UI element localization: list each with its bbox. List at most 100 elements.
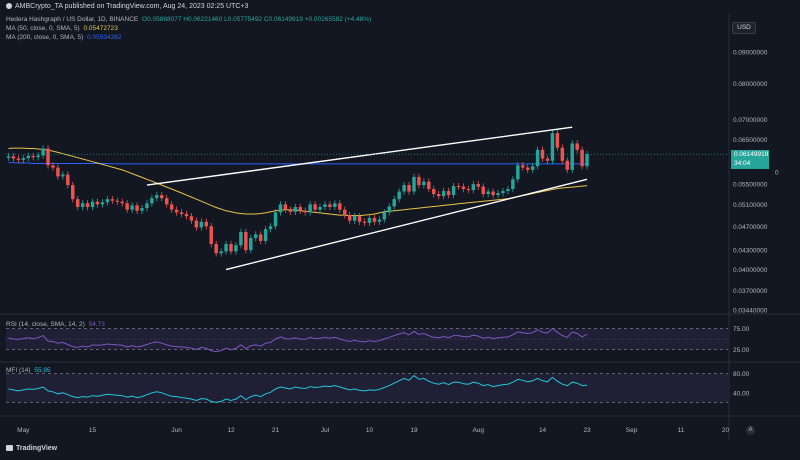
candle-body — [352, 216, 357, 221]
candle-body — [283, 204, 288, 210]
time-tick-label: May — [17, 427, 30, 434]
ma200-label: MA (200, close, 0, SMA, 5) — [6, 34, 84, 41]
bar-countdown: 34:04 — [734, 160, 751, 167]
candle-body — [21, 158, 26, 160]
brand-text: TradingView — [16, 445, 58, 452]
candle-body — [85, 203, 90, 208]
candle-body — [323, 204, 327, 208]
candle-body — [338, 203, 342, 210]
time-tick-label: 19 — [410, 427, 418, 434]
legend-rsi[interactable]: RSI (14, close, SMA, 14, 2) 54.73 — [6, 320, 105, 329]
candle-body — [328, 204, 332, 208]
mfi-tick-label: 80.00 — [733, 371, 750, 378]
candle-body — [303, 210, 307, 213]
candle-body — [521, 165, 525, 168]
candle-body — [347, 215, 352, 221]
price-tick-label: 0.03440000 — [733, 308, 768, 315]
candle-body — [417, 176, 421, 186]
trendline — [225, 178, 588, 271]
candle-body — [278, 204, 283, 213]
mfi-tick-label: 40.00 — [733, 390, 750, 397]
rsi-value: 54.73 — [88, 321, 105, 328]
candle-body — [273, 212, 278, 227]
price-tick-label: 0.04300000 — [733, 248, 768, 255]
candle-body — [451, 186, 456, 196]
candle-body — [525, 167, 530, 170]
candle-body — [288, 209, 293, 212]
candle-body — [382, 212, 387, 220]
time-tick-label: 21 — [272, 427, 280, 434]
candle-body — [461, 186, 466, 190]
candle-body — [397, 191, 401, 200]
price-axis-extra-label: 0 — [775, 170, 779, 177]
candle-body — [26, 155, 30, 159]
candle-body — [95, 201, 100, 205]
candle-body — [31, 155, 35, 158]
candle-body — [466, 189, 471, 191]
time-tick-label: 23 — [583, 427, 591, 434]
price-tick-label: 0.08000000 — [733, 81, 768, 88]
candle-body — [555, 133, 560, 148]
candle-body — [115, 200, 119, 202]
rsi-tick-label: 75.00 — [733, 326, 750, 333]
candle-body — [313, 204, 317, 210]
candle-body — [130, 205, 134, 210]
candle-body — [372, 217, 377, 222]
auto-scale-icon[interactable]: A — [746, 426, 755, 435]
price-tick-label: 0.04000000 — [733, 267, 768, 274]
candle-body — [169, 204, 174, 210]
time-tick-label: Aug — [472, 427, 484, 434]
candle-body — [441, 191, 446, 197]
candle-body — [46, 148, 50, 166]
candle-body — [125, 203, 129, 210]
candle-body — [298, 207, 302, 211]
candle-body — [481, 186, 485, 195]
candle-body — [51, 165, 55, 168]
price-tick-label: 0.09000000 — [733, 50, 768, 57]
time-tick-label: 20 — [722, 427, 730, 434]
candle-body — [155, 195, 159, 199]
candle-body — [150, 198, 154, 204]
publisher-bar: AMBCrypto_TA published on TradingView.co… — [0, 0, 800, 14]
symbol-label[interactable]: Hedera Hashgraph / US Dollar, 1D, BINANC… — [6, 16, 139, 23]
candle-body — [565, 160, 570, 170]
candle-body — [432, 189, 436, 195]
publisher-text: AMBCrypto_TA published on TradingView.co… — [15, 3, 249, 10]
last-price: 0.06149919 — [734, 151, 769, 158]
candle-body — [486, 191, 490, 195]
candle-body — [268, 226, 273, 230]
candle-body — [471, 184, 476, 191]
candle-body — [560, 147, 565, 161]
candle-body — [61, 174, 65, 177]
candle-body — [318, 207, 322, 210]
candle-body — [333, 203, 337, 208]
price-tick-label: 0.06500000 — [733, 137, 768, 144]
time-tick-label: 12 — [227, 427, 235, 434]
ohlc-values: O0.05888077 H0.06221460 L0.05775492 C0.0… — [142, 16, 372, 23]
time-tick-label: Sep — [626, 427, 638, 434]
candle-body — [184, 214, 189, 217]
candle-body — [343, 209, 347, 216]
candle-body — [585, 154, 589, 167]
legend-mfi[interactable]: MFI (14) 55.95 — [6, 366, 51, 375]
mfi-value: 55.95 — [34, 367, 51, 374]
ma200-value: 0.05934362 — [87, 34, 122, 41]
candle-body — [140, 208, 144, 211]
candle-body — [209, 226, 213, 244]
candle-body — [575, 143, 579, 150]
candle-body — [407, 185, 411, 192]
mfi-band — [6, 373, 728, 403]
candle-body — [535, 149, 540, 167]
legend-ma200[interactable]: MA (200, close, 0, SMA, 5) 0.05934362 — [6, 33, 121, 42]
candle-body — [456, 186, 461, 188]
candle-body — [254, 234, 258, 238]
candle-body — [189, 216, 194, 221]
candle-body — [194, 220, 199, 228]
tradingview-logo: TradingView — [6, 444, 57, 454]
ma50-line — [8, 147, 588, 217]
currency-button[interactable]: USD — [732, 22, 756, 34]
candle-body — [174, 209, 179, 213]
legend-ma50[interactable]: MA (50, close, 0, SMA, 5) 0.05472723 — [6, 24, 118, 33]
ma50-label: MA (50, close, 0, SMA, 5) — [6, 25, 80, 32]
